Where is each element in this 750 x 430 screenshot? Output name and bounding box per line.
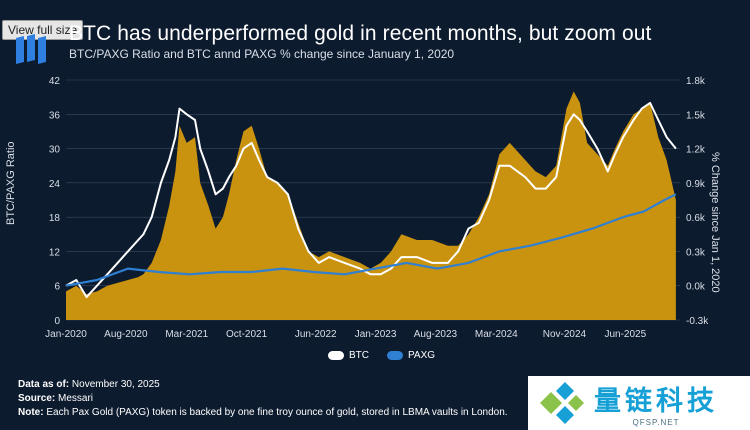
x-tick-label: Jan-2020: [45, 329, 87, 340]
data-as-of-line: Data as of: November 30, 2025: [18, 378, 578, 392]
y-tick-label-right: -0.3k: [686, 316, 709, 327]
btc-swatch-icon: [328, 351, 344, 360]
y-axis-right-label: % Change since Jan 1, 2020: [709, 152, 721, 293]
x-tick-label: Nov-2024: [543, 329, 587, 340]
chart-legend: BTC PAXG: [328, 350, 435, 361]
ratio-area: [66, 91, 676, 321]
y-tick-label-left: 6: [54, 282, 60, 293]
source-value: Messari: [58, 393, 94, 404]
data-as-of-label: Data as of:: [18, 379, 70, 390]
chart-subtitle: BTC/PAXG Ratio and BTC annd PAXG % chang…: [69, 47, 455, 61]
y-tick-label-left: 30: [49, 145, 61, 156]
y-tick-label-left: 24: [49, 179, 61, 190]
publisher-logo-icon: [16, 34, 46, 64]
y-tick-label-right: 1.2k: [686, 145, 706, 156]
legend-btc-label: BTC: [349, 350, 369, 361]
watermark-logo-icon: [540, 382, 584, 424]
legend-paxg-label: PAXG: [408, 350, 436, 361]
x-tick-label: Aug-2020: [104, 329, 148, 340]
y-tick-label-right: 0.9k: [686, 179, 706, 190]
x-tick-label: Mar-2024: [475, 329, 518, 340]
note-value: Each Pax Gold (PAXG) token is backed by …: [46, 407, 508, 418]
watermark-sub: QFSP.NET: [632, 418, 680, 427]
view-full-size-button[interactable]: View full size: [2, 20, 84, 40]
watermark-name: 量链科技: [594, 386, 718, 417]
y-tick-label-right: 1.8k: [686, 76, 706, 87]
source-label: Source:: [18, 393, 56, 404]
x-tick-label: Mar-2021: [165, 329, 208, 340]
y-tick-label-right: 0.6k: [686, 213, 706, 224]
chart-footer: Data as of: November 30, 2025 Source: Me…: [18, 378, 578, 420]
watermark: 量链科技 QFSP.NET: [528, 376, 750, 430]
y-tick-label-right: 0.3k: [686, 247, 706, 258]
x-tick-label: Oct-2021: [226, 329, 268, 340]
note-line: Note: Each Pax Gold (PAXG) token is back…: [18, 406, 578, 420]
y-tick-label-left: 0: [54, 316, 60, 327]
y-tick-label-left: 36: [49, 110, 61, 121]
paxg-line: [65, 193, 677, 287]
note-label: Note:: [18, 407, 44, 418]
chart-title: BTC has underperformed gold in recent mo…: [69, 22, 652, 45]
y-tick-label-left: 12: [49, 247, 61, 258]
chart-plot: 0 6 12 18 24 30 36 42 -0.3k 0.0k 0.3k 0.6k 0.9k 1.2k 1…: [45, 76, 709, 340]
paxg-swatch-icon: [387, 351, 403, 360]
y-axis-left-label: BTC/PAXG Ratio: [5, 141, 17, 225]
y-tick-label-right: 1.5k: [686, 110, 706, 121]
x-tick-label: Jun-2025: [604, 329, 646, 340]
legend-item-btc: BTC: [328, 350, 369, 361]
x-tick-label: Jun-2022: [295, 329, 337, 340]
x-tick-label: Aug-2023: [414, 329, 458, 340]
source-line: Source: Messari: [18, 392, 578, 406]
legend-item-paxg: PAXG: [387, 350, 435, 361]
data-as-of-value: November 30, 2025: [71, 379, 160, 390]
y-tick-label-left: 42: [49, 76, 61, 87]
btc-line: [65, 101, 677, 299]
y-tick-label-right: 0.0k: [686, 282, 706, 293]
x-tick-label: Jan-2023: [355, 329, 397, 340]
y-tick-label-left: 18: [49, 213, 61, 224]
